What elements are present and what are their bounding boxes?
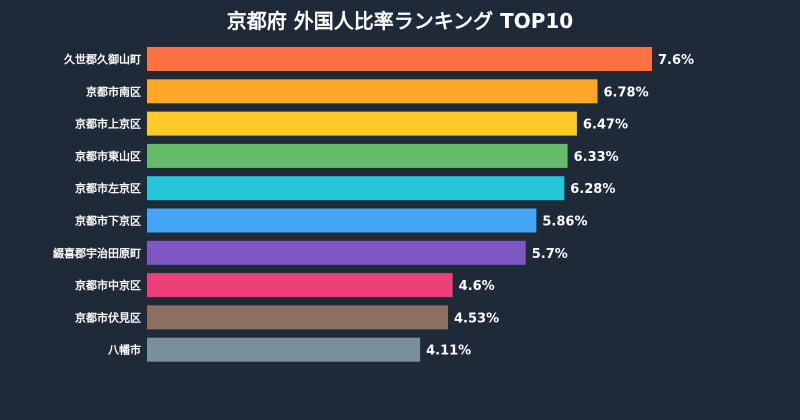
category-label-4: 京都市東山区 — [75, 149, 141, 163]
bar-4 — [147, 143, 568, 168]
bar-8 — [147, 273, 453, 298]
bar-10 — [147, 337, 421, 362]
bar-5 — [147, 176, 565, 201]
value-label-10: 4.11% — [426, 344, 471, 359]
value-label-3: 6.47% — [583, 118, 628, 133]
category-label-10: 八幡市 — [107, 343, 141, 357]
value-label-9: 4.53% — [454, 311, 499, 326]
value-label-4: 6.33% — [574, 150, 619, 165]
value-label-2: 6.78% — [604, 85, 649, 100]
bar-7 — [147, 240, 526, 265]
value-label-7: 5.7% — [532, 247, 568, 262]
category-label-5: 京都市左京区 — [75, 181, 141, 195]
category-label-1: 久世郡久御山町 — [64, 52, 141, 66]
chart-title: 京都府 外国人比率ランキング TOP10 — [226, 9, 574, 33]
bar-2 — [147, 79, 598, 104]
category-label-6: 京都市下京区 — [75, 214, 141, 228]
category-label-8: 京都市中京区 — [75, 278, 141, 292]
bar-9 — [147, 305, 449, 330]
category-label-3: 京都市上京区 — [75, 117, 141, 131]
category-label-2: 京都市南区 — [86, 84, 141, 98]
category-label-9: 京都市伏見区 — [75, 310, 141, 324]
bar-3 — [147, 111, 577, 136]
bar-6 — [147, 208, 537, 233]
value-label-1: 7.6% — [658, 53, 694, 68]
value-label-8: 4.6% — [459, 279, 495, 294]
bar-1 — [147, 47, 652, 71]
value-label-5: 6.28% — [570, 182, 615, 197]
category-label-7: 綴喜郡宇治田原町 — [53, 246, 141, 260]
value-label-6: 5.86% — [542, 215, 587, 230]
